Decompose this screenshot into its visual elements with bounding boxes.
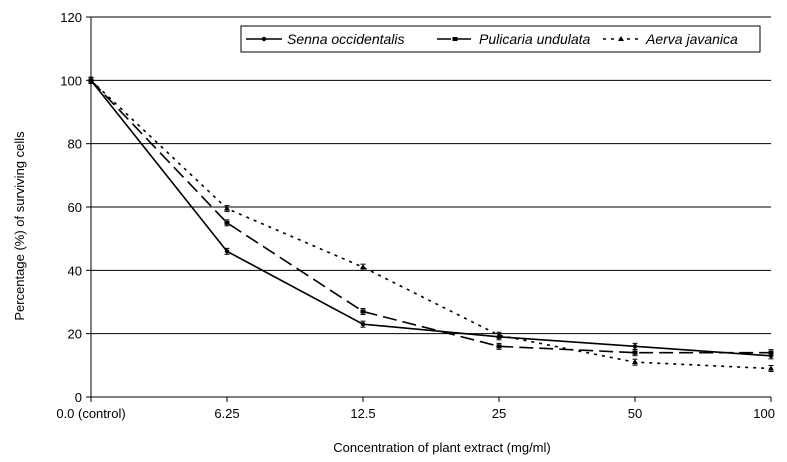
legend-label: Pulicaria undulata bbox=[479, 31, 591, 47]
x-tick-label: 0.0 (control) bbox=[56, 406, 125, 421]
data-point bbox=[768, 350, 774, 355]
data-point bbox=[496, 344, 502, 349]
series-2 bbox=[88, 76, 774, 372]
gridlines bbox=[91, 16, 771, 335]
x-tick-label: 6.25 bbox=[214, 406, 239, 421]
data-point bbox=[88, 77, 94, 83]
y-tick-label: 20 bbox=[68, 327, 82, 342]
x-tick-labels: 0.0 (control) 6.25 12.5 25 50 100 bbox=[56, 406, 775, 421]
legend: Senna occidentalis Pulicaria undulata Aerv… bbox=[240, 25, 761, 53]
x-tick-label: 50 bbox=[628, 406, 642, 421]
data-point bbox=[224, 249, 230, 254]
y-tick-labels: 0 20 40 60 80 100 120 bbox=[60, 10, 82, 405]
x-tick-label: 100 bbox=[753, 406, 775, 421]
series-line bbox=[90, 79, 772, 370]
y-tick-label: 0 bbox=[75, 390, 82, 405]
y-axis-label: Percentage (%) of surviving cells bbox=[12, 131, 27, 321]
data-point bbox=[360, 264, 366, 270]
y-tick-label: 80 bbox=[68, 137, 82, 152]
series-1 bbox=[88, 76, 774, 357]
series-line bbox=[90, 79, 772, 357]
legend-marker bbox=[452, 37, 458, 41]
legend-label: Aerva javanica bbox=[645, 31, 738, 47]
data-point bbox=[360, 321, 366, 327]
y-tick-label: 40 bbox=[68, 263, 82, 278]
legend-label: Senna occidentalis bbox=[287, 31, 405, 47]
x-tick-label: 25 bbox=[492, 406, 506, 421]
data-point bbox=[360, 309, 366, 314]
x-tick-label: 12.5 bbox=[350, 406, 375, 421]
data-point bbox=[632, 344, 638, 349]
y-tick-label: 120 bbox=[60, 10, 82, 25]
legend-marker bbox=[618, 36, 624, 41]
data-point bbox=[632, 350, 638, 355]
x-axis-label: Concentration of plant extract (mg/ml) bbox=[333, 440, 550, 455]
y-tick-label: 60 bbox=[68, 200, 82, 215]
series-line bbox=[90, 79, 771, 354]
legend-box bbox=[240, 25, 761, 53]
legend-marker bbox=[261, 36, 267, 42]
axes bbox=[86, 16, 772, 402]
series-group bbox=[88, 76, 774, 372]
y-tick-label: 100 bbox=[60, 73, 82, 88]
data-point bbox=[224, 220, 230, 225]
data-point bbox=[632, 359, 638, 365]
series-0 bbox=[88, 76, 774, 360]
data-point bbox=[224, 205, 230, 211]
data-point bbox=[496, 332, 502, 338]
data-point bbox=[768, 365, 774, 371]
